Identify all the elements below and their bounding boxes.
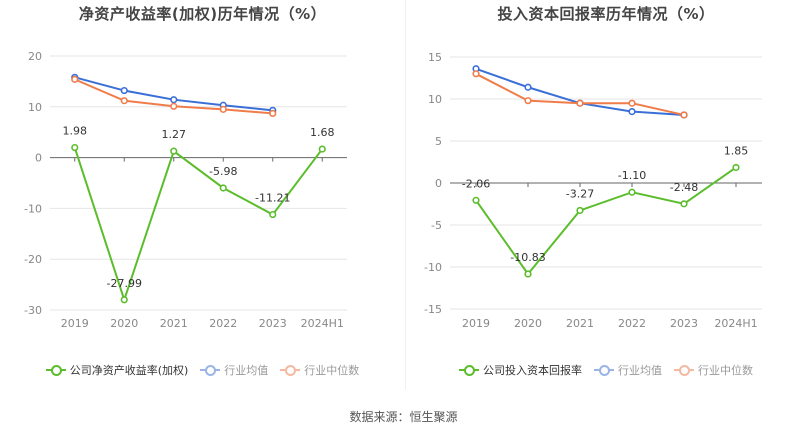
x-tick-label: 2023 [259, 317, 287, 330]
series-line-company [475, 166, 737, 276]
data-point-company[interactable] [472, 196, 480, 204]
roe-chart-title: 净资产收益率(加权)历年情况（%） [78, 5, 327, 23]
data-point-industry_avg[interactable] [628, 107, 636, 116]
x-tick-label: 2020 [110, 317, 138, 330]
x-tick-label: 2022 [618, 317, 646, 330]
data-label: -10.83 [510, 251, 545, 264]
data-point-company[interactable] [120, 296, 128, 304]
data-source-note: 数据来源：恒生聚源 [349, 410, 458, 424]
legend-item-industry-median[interactable]: 行业中位数 [674, 362, 753, 378]
legend-label: 行业中位数 [304, 364, 360, 377]
data-point-industry_median[interactable] [219, 105, 227, 113]
data-point-industry_median[interactable] [576, 99, 584, 107]
data-label: -2.06 [462, 177, 490, 190]
data-label: -11.21 [255, 192, 290, 205]
legend-label: 公司投入资本回报率 [483, 364, 582, 377]
legend-marker-icon [200, 365, 221, 376]
roic-chart-panel: 投入资本回报率历年情况（%） 15 10 5 0 -5 -10 -15 2019 2020 202… [405, 0, 807, 400]
panel-divider [405, 0, 406, 390]
y-tick-label: -5 [431, 219, 442, 232]
legend-item-company-roic[interactable]: 公司投入资本回报率 [459, 362, 582, 378]
x-tick-label: 2024H1 [301, 317, 344, 330]
data-point-industry_median[interactable] [170, 102, 178, 110]
legend-label: 行业均值 [618, 364, 662, 377]
legend-label: 行业均值 [224, 364, 269, 377]
y-tick-label: -10 [24, 202, 42, 215]
y-tick-label: -15 [424, 303, 442, 316]
data-label: -3.27 [566, 187, 594, 200]
y-tick-label: 10 [28, 101, 42, 114]
data-point-company[interactable] [318, 145, 326, 153]
x-tick-label: 2020 [514, 317, 542, 330]
x-tick-label: 2019 [61, 317, 89, 330]
y-tick-label: 0 [35, 152, 42, 165]
y-tick-label: 15 [428, 51, 442, 64]
data-point-industry_median[interactable] [628, 99, 636, 107]
roe-chart-legend: 公司净资产收益率(加权) 行业均值 行业中位数 [0, 362, 405, 378]
data-point-company[interactable] [524, 270, 532, 278]
data-label: -1.10 [618, 169, 646, 182]
legend-item-company-roe[interactable]: 公司净资产收益率(加权) [45, 362, 189, 378]
data-point-company[interactable] [170, 147, 178, 155]
legend-item-industry-median[interactable]: 行业中位数 [280, 362, 359, 378]
roic-chart-title: 投入资本回报率历年情况（%） [497, 5, 715, 23]
y-tick-label: -10 [424, 261, 442, 274]
x-tick-label: 2021 [566, 317, 594, 330]
data-point-company[interactable] [680, 200, 688, 208]
legend-marker-icon [674, 365, 694, 376]
data-point-company[interactable] [269, 210, 277, 219]
data-point-industry_median[interactable] [269, 109, 277, 118]
y-tick-label: 10 [428, 93, 442, 106]
data-point-industry_avg[interactable] [170, 96, 178, 104]
series-line-company [73, 147, 324, 303]
x-tick-label: 2023 [670, 317, 698, 330]
data-label: -27.99 [107, 277, 142, 290]
y-tick-label: 5 [435, 135, 442, 148]
data-point-industry_avg[interactable] [524, 83, 532, 91]
data-point-company[interactable] [219, 184, 227, 192]
roe-chart-plot: 20 10 0 -10 -20 -30 2019 2020 2021 2022 2023 2024H1… [24, 50, 347, 330]
data-label: -5.98 [209, 165, 237, 178]
data-point-company[interactable] [732, 163, 740, 172]
data-point-industry_median[interactable] [524, 97, 532, 105]
data-point-industry_median[interactable] [71, 75, 79, 83]
data-label: 1.98 [63, 125, 88, 138]
y-tick-label: -30 [24, 304, 42, 317]
legend-marker-icon [594, 365, 614, 376]
y-tick-label: 20 [28, 50, 42, 63]
data-point-industry_median[interactable] [680, 111, 688, 119]
data-label: 1.68 [310, 126, 335, 139]
x-tick-label: 2024H1 [714, 317, 757, 330]
legend-item-industry-avg[interactable]: 行业均值 [594, 362, 662, 378]
data-point-industry_median[interactable] [472, 70, 480, 78]
roe-chart-panel: 净资产收益率(加权)历年情况（%） 20 10 0 -10 -20 -30 2019 2020… [0, 0, 405, 400]
data-point-industry_median[interactable] [120, 97, 128, 105]
legend-marker-icon [280, 365, 301, 376]
roic-chart-legend: 公司投入资本回报率 行业均值 行业中位数 [405, 362, 807, 378]
data-label: 1.85 [724, 144, 749, 157]
legend-marker-icon [459, 365, 479, 376]
x-tick-label: 2019 [462, 317, 490, 330]
x-tick-label: 2021 [160, 317, 188, 330]
data-point-company[interactable] [576, 206, 584, 215]
legend-marker-icon [45, 365, 66, 376]
data-label: 1.27 [162, 128, 187, 141]
data-point-company[interactable] [71, 143, 79, 152]
legend-label: 行业中位数 [698, 364, 753, 377]
roic-chart-plot: 15 10 5 0 -5 -10 -15 2019 2020 2021 2022 2023 2024H1… [424, 51, 762, 330]
y-tick-label: 0 [435, 177, 442, 190]
legend-item-industry-avg[interactable]: 行业均值 [200, 362, 268, 378]
data-point-company[interactable] [628, 188, 636, 196]
data-label: -2.48 [670, 181, 698, 194]
legend-label: 公司净资产收益率(加权) [69, 364, 189, 377]
x-tick-label: 2022 [209, 317, 237, 330]
y-tick-label: -20 [24, 253, 42, 266]
data-point-industry_avg[interactable] [120, 86, 128, 95]
